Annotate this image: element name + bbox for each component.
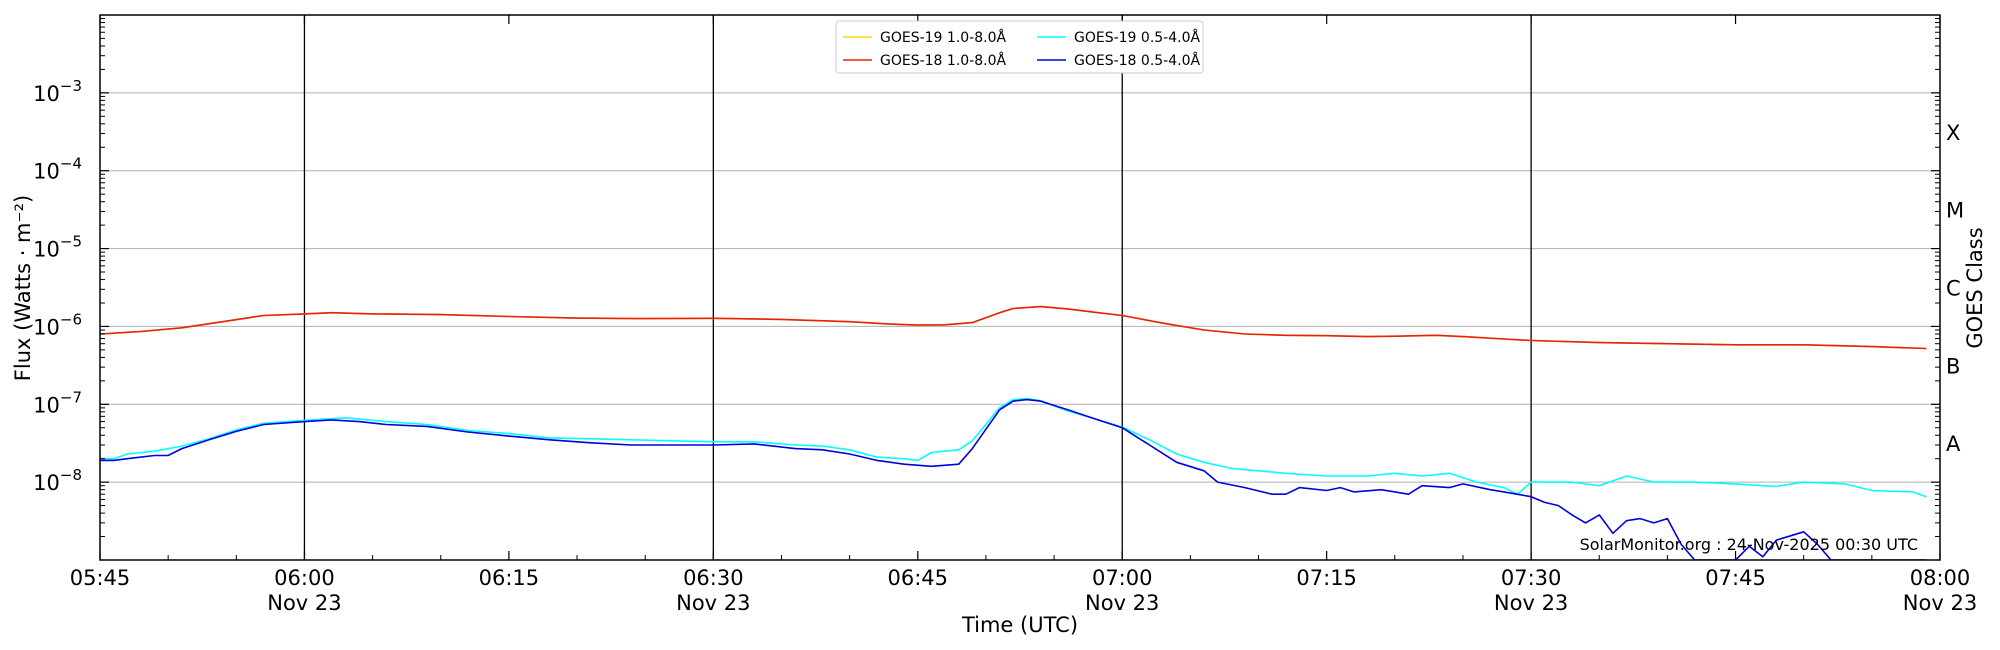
series-layer [100,305,1927,560]
legend-label-goes18-long: GOES-18 1.0-8.0Å [880,52,1006,69]
goes-class-m: M [1946,199,1964,223]
goes-class-c: C [1946,277,1961,301]
right-axis-title: GOES Class [1963,227,1987,348]
x-tick-date-label: Nov 23 [267,591,341,615]
grid-layer [100,92,1940,483]
y-tick-label: 10−7 [33,388,82,417]
x-tick-label: 07:30 [1501,566,1562,590]
series-line-goes-18-1-0-8-0 [100,305,1927,350]
x-tick-date-label: Nov 23 [1085,591,1159,615]
x-tick-date-label: Nov 23 [676,591,750,615]
goes-class-a: A [1946,432,1961,456]
x-tick-label: 06:00 [274,566,335,590]
x-tick-label: 07:00 [1092,566,1153,590]
x-tick-label: 07:45 [1705,566,1766,590]
legend: GOES-19 1.0-8.0Å GOES-19 0.5-4.0Å GOES-1… [835,20,1204,74]
x-tick-label: 06:30 [683,566,744,590]
legend-label-goes19-long: GOES-19 1.0-8.0Å [880,29,1006,46]
plot-frame [99,14,1941,561]
y-tick-label: 10−8 [33,466,82,495]
y-tick-label: 10−4 [33,155,82,184]
x-tick-date-label: Nov 23 [1903,591,1977,615]
legend-entry-goes19-long: GOES-19 1.0-8.0Å [843,29,1006,46]
goes-class-b: B [1946,354,1960,378]
legend-label-goes19-short: GOES-19 0.5-4.0Å [1074,29,1200,46]
x-tick-label: 06:45 [888,566,949,590]
tick-layer [99,15,1941,560]
legend-entry-goes18-long: GOES-18 1.0-8.0Å [843,52,1006,69]
y-tick-labels: 10−8 10−7 10−6 10−5 10−4 10−3 [33,77,82,495]
y-tick-label: 10−6 [33,310,82,339]
series-line-goes-19-1-0-8-0 [100,305,1927,350]
x-tick-label: 06:15 [479,566,540,590]
x-tick-label: 08:00 [1910,566,1971,590]
y-axis-title: Flux (Watts · m⁻²) [11,195,35,381]
series-line-goes-18-0-5-4-0 [100,398,1927,560]
vertical-marker-lines [303,15,1532,560]
source-credit: SolarMonitor.org : 24-Nov-2025 00:30 UTC [1580,535,1918,554]
x-tick-date-label: Nov 23 [1494,591,1568,615]
series-line-goes-19-0-5-4-0 [100,397,1927,498]
x-axis-title: Time (UTC) [961,613,1078,637]
goes-class-labels: A B C M X [1946,121,1964,456]
y-tick-label: 10−5 [33,233,82,262]
legend-entry-goes19-short: GOES-19 0.5-4.0Å [1037,29,1200,46]
legend-box [835,20,1204,74]
x-tick-label: 07:15 [1296,566,1357,590]
goes-class-x: X [1946,121,1960,145]
x-tick-label: 05:45 [70,566,131,590]
legend-entry-goes18-short: GOES-18 0.5-4.0Å [1037,52,1200,69]
legend-label-goes18-short: GOES-18 0.5-4.0Å [1074,52,1200,69]
y-tick-label: 10−3 [33,77,82,106]
